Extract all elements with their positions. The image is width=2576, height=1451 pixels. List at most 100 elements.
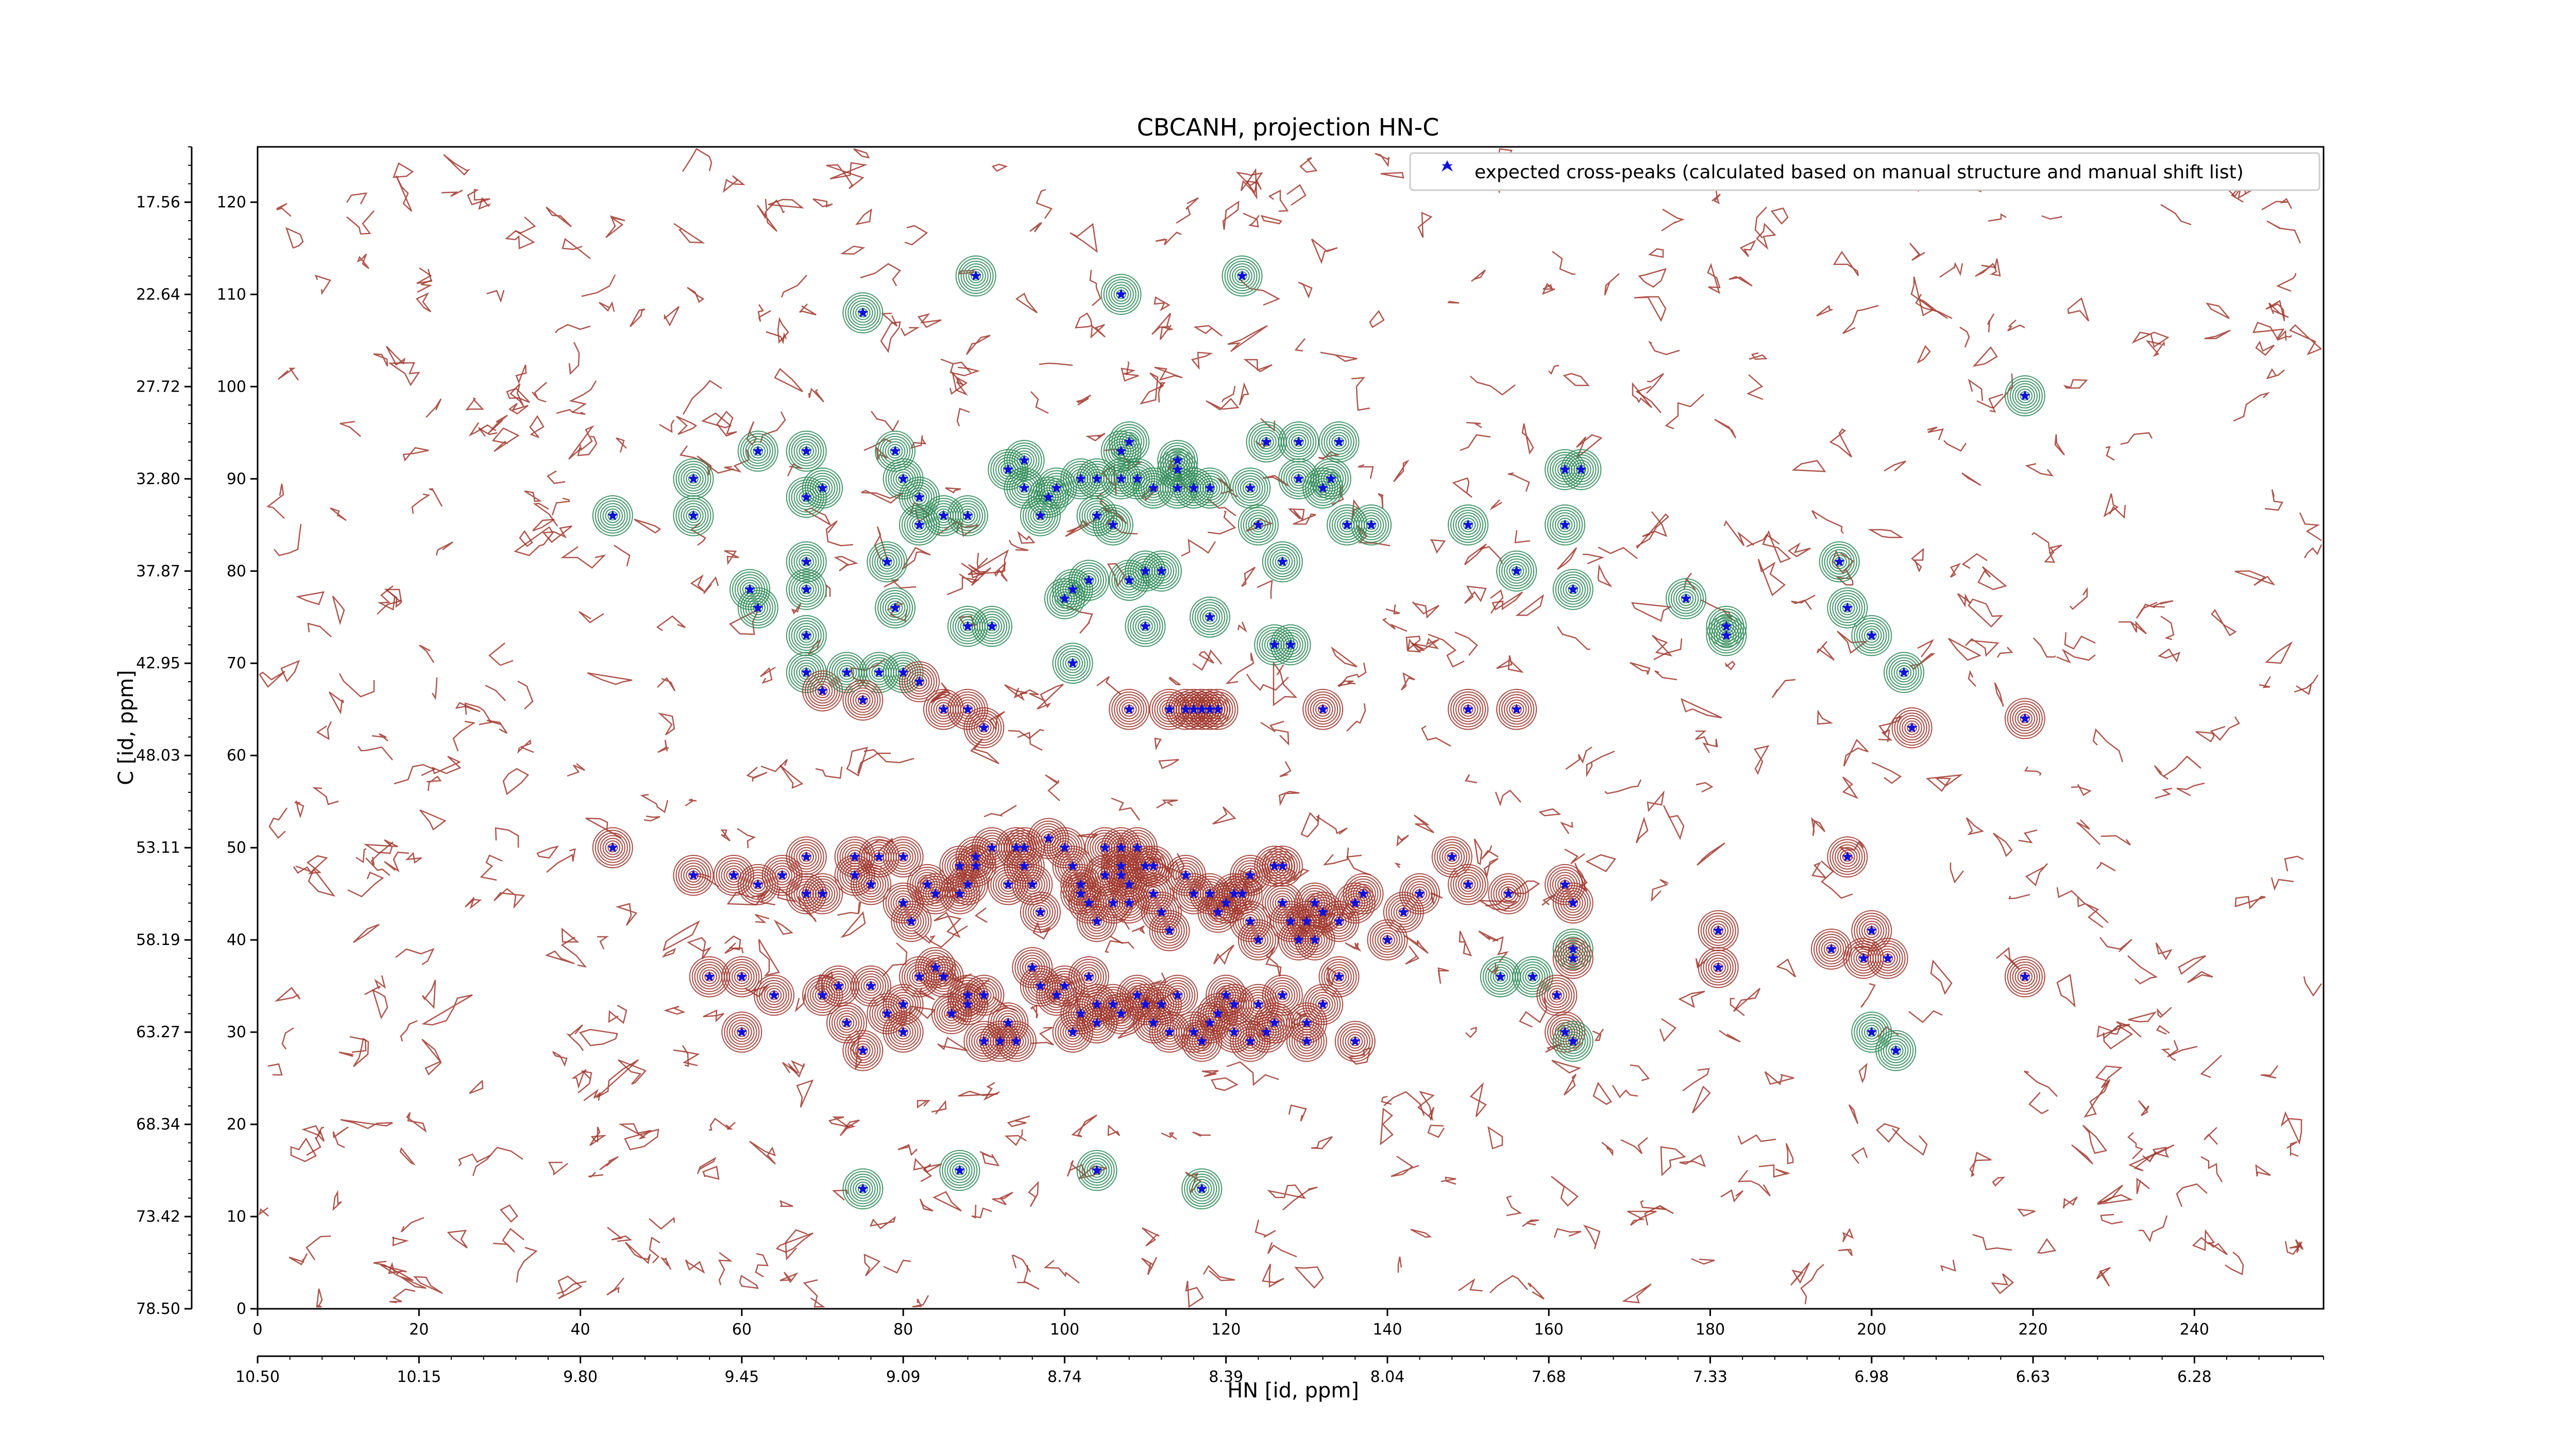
- noise-contour: [587, 672, 633, 685]
- noise-contour: [1478, 900, 1518, 911]
- peak-contour: [1118, 432, 1140, 452]
- peak-contour: [1883, 1038, 1909, 1064]
- peak-contour: [1708, 920, 1728, 941]
- peak-contour: [842, 1168, 884, 1210]
- peak-contour: [1706, 615, 1747, 656]
- peak-contour: [1135, 616, 1156, 636]
- noise-contour: [2033, 637, 2056, 658]
- noise-contour: [486, 290, 505, 303]
- noise-contour: [1015, 293, 1038, 314]
- cross-peak-marker: [962, 510, 973, 520]
- peak-contour: [1181, 1019, 1207, 1045]
- x-index-tick-label: 240: [2180, 1321, 2209, 1339]
- noise-contour: [1156, 799, 1178, 809]
- noise-contour: [2208, 1241, 2228, 1256]
- noise-contour: [2103, 493, 2119, 518]
- peak-contour: [1448, 504, 1489, 546]
- peak-contour: [1520, 964, 1546, 990]
- peak-contour: [799, 554, 814, 569]
- noise-contour: [417, 268, 433, 293]
- peak-contour: [1302, 890, 1328, 916]
- cross-peak-marker: [1858, 952, 1869, 963]
- peak-contour: [730, 569, 770, 610]
- peak-contour: [906, 484, 933, 510]
- noise-contour: [1816, 641, 1835, 661]
- peak-contour: [1385, 894, 1421, 931]
- peak-contour: [875, 430, 916, 472]
- peak-contour: [845, 1033, 881, 1069]
- peak-contour: [1493, 969, 1509, 984]
- peak-contour: [1823, 941, 1839, 957]
- peak-contour: [1068, 956, 1109, 998]
- noise-contour: [2067, 297, 2090, 322]
- noise-contour: [1553, 1228, 1582, 1238]
- noise-contour: [2099, 937, 2132, 952]
- cross-peak-marker: [1131, 473, 1143, 484]
- peak-contour: [1240, 507, 1276, 543]
- noise-contour: [1077, 833, 1098, 838]
- peak-contour: [1310, 697, 1336, 722]
- peak-contour: [911, 490, 927, 505]
- peak-contour: [848, 685, 878, 716]
- noise-contour: [276, 203, 292, 217]
- cross-peak-marker: [1567, 897, 1579, 908]
- noise-contour: [395, 175, 413, 212]
- peak-contour: [893, 662, 913, 683]
- noise-contour: [2128, 1144, 2175, 1172]
- noise-contour: [2128, 1011, 2157, 1023]
- peak-contour: [1353, 507, 1389, 543]
- peak-contour: [1552, 1019, 1578, 1045]
- noise-contour: [1940, 1259, 1956, 1272]
- peak-contour: [899, 661, 940, 702]
- peak-contour: [1121, 434, 1137, 449]
- cross-peak-marker: [817, 888, 828, 899]
- peak-contour: [1238, 1028, 1263, 1054]
- peak-contour: [1321, 903, 1357, 940]
- peak-contour: [1008, 1034, 1024, 1049]
- peak-contour: [802, 873, 843, 915]
- peak-contour: [1278, 632, 1303, 657]
- cross-peak-marker: [1067, 657, 1078, 668]
- peak-contour: [1269, 549, 1296, 575]
- peak-contour: [1315, 463, 1346, 494]
- noise-contour: [1711, 189, 1721, 205]
- noise-contour: [2195, 731, 2215, 743]
- cross-peak-marker: [752, 445, 764, 456]
- cross-peak-marker: [1245, 482, 1256, 493]
- peak-contour: [1872, 943, 1903, 974]
- peak-contour: [1275, 554, 1291, 569]
- peak-contour: [883, 836, 924, 878]
- peak-contour: [1057, 648, 1088, 679]
- peak-contour: [791, 574, 822, 605]
- noise-contour: [2139, 1215, 2168, 1242]
- cross-peak-marker: [1212, 906, 1224, 917]
- peak-contour: [675, 461, 711, 497]
- cross-peak-marker: [922, 879, 933, 889]
- x-index-tick-label: 0: [252, 1321, 262, 1339]
- noise-contour: [1541, 282, 1555, 295]
- peak-contour: [885, 986, 921, 1023]
- noise-contour: [1746, 534, 1780, 548]
- peak-contour: [724, 959, 760, 995]
- peak-contour: [888, 989, 919, 1020]
- peak-contour: [1329, 432, 1349, 452]
- peak-contour: [796, 552, 817, 572]
- noise-contour: [760, 666, 776, 684]
- cross-peak-marker: [744, 584, 755, 594]
- peak-contour: [1363, 517, 1379, 532]
- noise-contour: [1375, 153, 1390, 167]
- noise-contour: [1700, 599, 1733, 621]
- cross-peak-marker: [1277, 861, 1288, 871]
- noise-contour: [946, 573, 980, 596]
- peak-contour: [1308, 694, 1338, 725]
- peak-contour: [1460, 517, 1476, 532]
- cross-peak-marker: [994, 1036, 1006, 1046]
- noise-contour: [608, 1004, 628, 1024]
- peak-contour: [863, 877, 879, 892]
- noise-contour: [913, 1158, 942, 1173]
- noise-contour: [1459, 931, 1472, 956]
- noise-contour: [2296, 684, 2312, 695]
- peak-contour: [1321, 424, 1357, 460]
- cross-peak-marker: [1124, 703, 1135, 714]
